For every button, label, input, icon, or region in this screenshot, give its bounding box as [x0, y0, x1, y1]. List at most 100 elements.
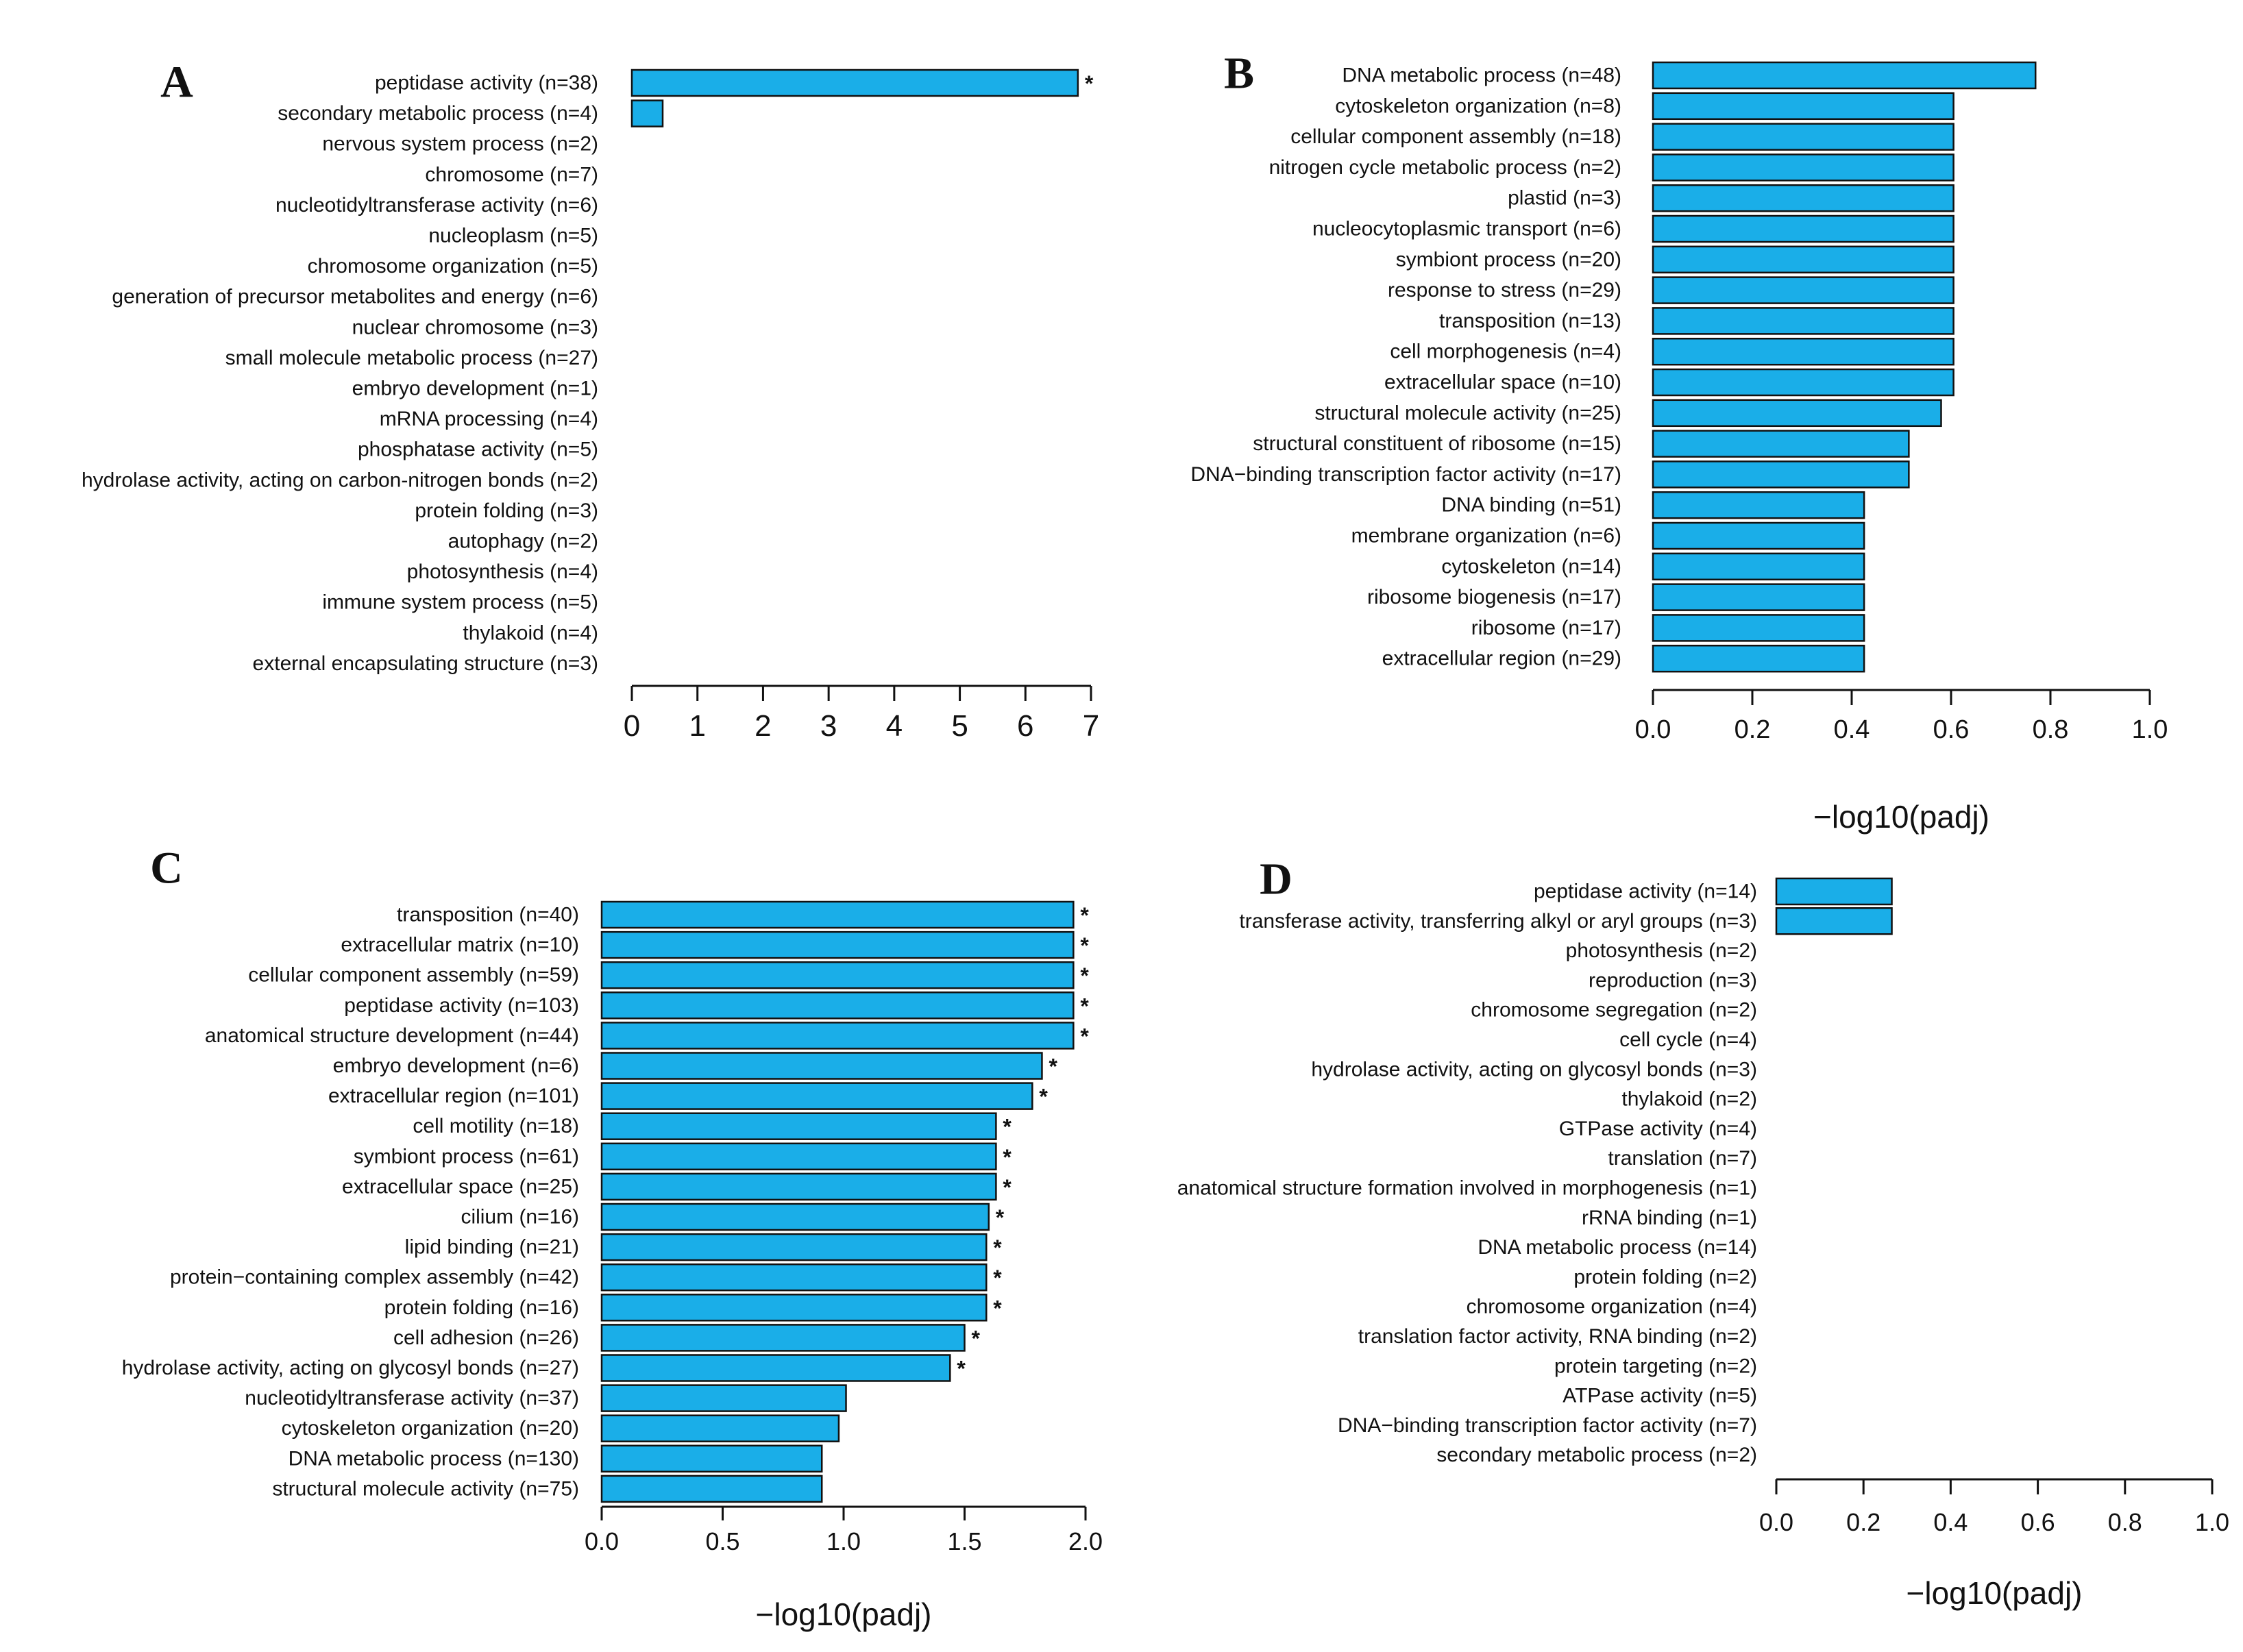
x-tick-label: 0.0 [1759, 1508, 1793, 1536]
category-label: cellular component assembly (n=59) [248, 964, 579, 987]
category-label: transposition (n=40) [397, 904, 579, 926]
category-label: extracellular region (n=29) [1382, 648, 1621, 670]
category-label: peptidase activity (n=14) [1534, 880, 1757, 903]
bar [1652, 399, 1942, 428]
bar [600, 1052, 1043, 1080]
panel-label: B [1224, 49, 1254, 99]
category-label: phosphatase activity (n=5) [358, 439, 598, 461]
category-label: nucleoplasm (n=5) [428, 225, 598, 247]
category-label: cell adhesion (n=26) [393, 1327, 579, 1349]
x-tick-label: 7 [1083, 709, 1099, 743]
bar [1652, 583, 1865, 611]
significance-star: * [1039, 1085, 1048, 1109]
category-label: anatomical structure development (n=44) [205, 1024, 579, 1047]
bar [600, 1354, 951, 1382]
category-label: symbiont process (n=20) [1396, 248, 1621, 271]
category-label: symbiont process (n=61) [354, 1145, 579, 1168]
category-label: anatomical structure formation involved … [1177, 1177, 1757, 1200]
bar [600, 900, 1075, 929]
category-label: nucleotidyltransferase activity (n=37) [245, 1387, 579, 1409]
significance-star: * [1003, 1175, 1012, 1200]
bar [600, 991, 1075, 1020]
significance-star: * [1080, 994, 1089, 1018]
category-label: chromosome organization (n=4) [1467, 1296, 1757, 1318]
category-label: generation of precursor metabolites and … [112, 286, 598, 308]
x-tick-label: 1 [689, 709, 705, 743]
significance-star: * [1003, 1145, 1012, 1170]
bar [1652, 276, 1954, 304]
category-label: rRNA binding (n=1) [1582, 1207, 1757, 1229]
bar [600, 1263, 988, 1292]
category-label: secondary metabolic process (n=2) [1436, 1444, 1757, 1466]
panel-label: A [160, 58, 193, 108]
category-label: nucleocytoplasmic transport (n=6) [1312, 218, 1621, 241]
bar [1652, 184, 1954, 212]
bar [600, 1294, 988, 1322]
significance-star: * [1003, 1115, 1012, 1139]
category-label: hydrolase activity, acting on carbon-nit… [82, 469, 598, 491]
category-label: protein targeting (n=2) [1554, 1355, 1757, 1377]
category-label: chromosome (n=7) [425, 163, 598, 186]
x-tick-label: 0 [624, 709, 640, 743]
category-label: embryo development (n=1) [352, 378, 598, 400]
category-label: GTPase activity (n=4) [1559, 1118, 1757, 1140]
panel-label: D [1260, 854, 1292, 904]
category-label: protein folding (n=16) [384, 1296, 579, 1319]
x-tick-label: 4 [886, 709, 903, 743]
category-label: hydrolase activity, acting on glycosyl b… [1311, 1058, 1757, 1081]
x-tick-label: 0.2 [1846, 1508, 1880, 1536]
panel-b: B DNA metabolic process (n=48) cytoskeleto… [1190, 49, 2168, 835]
category-label: nervous system process (n=2) [322, 133, 598, 156]
category-label: external encapsulating structure (n=3) [253, 652, 598, 675]
category-label: cellular component assembly (n=18) [1290, 125, 1621, 148]
x-tick-label: 0.6 [2021, 1508, 2055, 1536]
significance-star: * [993, 1296, 1002, 1320]
category-label: mRNA processing (n=4) [380, 408, 598, 430]
x-tick-label: 1.5 [947, 1527, 981, 1555]
category-label: cytoskeleton organization (n=20) [282, 1417, 579, 1440]
category-label: protein folding (n=2) [1573, 1266, 1757, 1288]
category-label: nuclear chromosome (n=3) [352, 316, 598, 338]
x-axis-label: −log10(padj) [1906, 1575, 2082, 1611]
significance-star: * [993, 1266, 1002, 1290]
category-label: small molecule metabolic process (n=27) [225, 347, 598, 369]
category-label: ribosome (n=17) [1471, 617, 1621, 639]
category-label: DNA binding (n=51) [1441, 494, 1621, 517]
category-label: response to stress (n=29) [1388, 279, 1621, 301]
category-label: hydrolase activity, acting on glycosyl b… [122, 1357, 579, 1379]
bar [600, 1022, 1075, 1050]
bar [600, 1142, 997, 1171]
x-tick-label: 6 [1017, 709, 1033, 743]
category-label: cytoskeleton organization (n=8) [1335, 95, 1621, 117]
category-label: ribosome biogenesis (n=17) [1367, 586, 1621, 608]
x-tick-label: 0.4 [1933, 1508, 1968, 1536]
category-label: translation factor activity, RNA binding… [1358, 1325, 1757, 1348]
x-tick-label: 1.0 [826, 1527, 861, 1555]
category-label: photosynthesis (n=2) [1566, 939, 1757, 962]
x-tick-label: 0.5 [705, 1527, 739, 1555]
bar [1652, 123, 1954, 151]
bar [1652, 245, 1954, 274]
bar [600, 1203, 990, 1231]
category-label: extracellular region (n=101) [328, 1085, 579, 1107]
significance-star: * [1080, 903, 1089, 928]
x-tick-label: 2 [755, 709, 771, 743]
category-label: embryo development (n=6) [333, 1055, 579, 1077]
bar [1652, 491, 1865, 519]
significance-star: * [1080, 1024, 1089, 1048]
x-tick-label: 0.8 [2108, 1508, 2142, 1536]
category-label: DNA metabolic process (n=130) [289, 1447, 579, 1470]
bar [600, 930, 1075, 959]
bar [600, 1233, 988, 1261]
significance-star: * [1080, 963, 1089, 988]
bar [1652, 61, 2037, 90]
category-label: nitrogen cycle metabolic process (n=2) [1269, 156, 1621, 179]
category-label: lipid binding (n=21) [405, 1236, 579, 1259]
bar [630, 69, 1079, 97]
bar [1652, 368, 1954, 397]
significance-star: * [1080, 933, 1089, 958]
category-label: immune system process (n=5) [322, 591, 598, 614]
category-label: plastid (n=3) [1508, 187, 1621, 210]
x-tick-label: 3 [820, 709, 837, 743]
